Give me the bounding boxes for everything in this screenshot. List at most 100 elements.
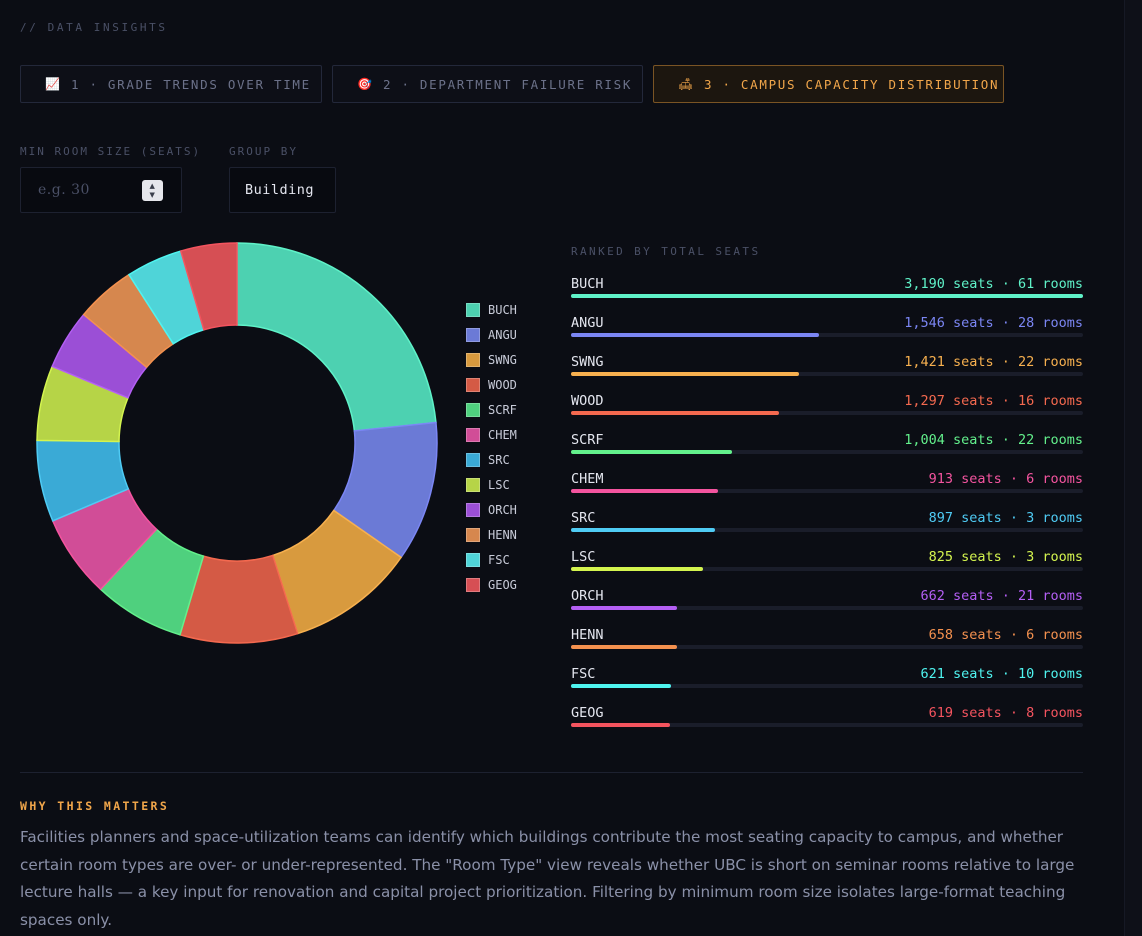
- group-by-select[interactable]: Building: [229, 167, 336, 213]
- legend-item-src[interactable]: SRC: [466, 447, 517, 472]
- legend-swatch: [466, 527, 480, 542]
- rank-row-angu: ANGU 1,546 seats · 28 rooms: [571, 315, 1083, 354]
- rank-value: 1,297 seats · 16 rooms: [904, 393, 1083, 409]
- rank-bar-orch: [571, 606, 678, 610]
- legend-item-chem[interactable]: CHEM: [466, 422, 517, 447]
- rank-row-geog: GEOG 619 seats · 8 rooms: [571, 705, 1083, 744]
- rank-name: GEOG: [571, 705, 604, 721]
- donut-slice-geog[interactable]: [179, 242, 238, 331]
- legend-item-wood[interactable]: WOOD: [466, 372, 517, 397]
- why-body: Facilities planners and space-utilizatio…: [20, 828, 1075, 929]
- tab-department-failure-risk[interactable]: 🎯 2 · DEPARTMENT FAILURE RISK: [332, 65, 643, 103]
- rank-bar-track: [571, 294, 1083, 298]
- rank-bar-src: [571, 528, 715, 532]
- stepper-down-icon[interactable]: ▼: [149, 190, 156, 199]
- rank-value: 621 seats · 10 rooms: [920, 666, 1083, 682]
- capacity-donut-chart: [36, 242, 438, 644]
- rank-value: 825 seats · 3 rooms: [928, 549, 1083, 565]
- legend-label: LSC: [488, 477, 510, 492]
- rank-bar-scrf: [571, 450, 733, 454]
- rank-row-src: SRC 897 seats · 3 rooms: [571, 510, 1083, 549]
- rank-row-orch: ORCH 662 seats · 21 rooms: [571, 588, 1083, 627]
- tab-grade-trends[interactable]: 📈 1 · GRADE TRENDS OVER TIME: [20, 65, 322, 103]
- why-title: WHY THIS MATTERS: [20, 799, 170, 813]
- legend-label: ORCH: [488, 502, 517, 517]
- rank-bar-track: [571, 333, 1083, 337]
- legend-item-orch[interactable]: ORCH: [466, 497, 517, 522]
- legend-label: SRC: [488, 452, 510, 467]
- rank-bar-swng: [571, 372, 800, 376]
- target-icon: 🎯: [357, 77, 374, 91]
- rank-bar-track: [571, 411, 1083, 415]
- rank-bar-fsc: [571, 684, 671, 688]
- rank-bar-henn: [571, 645, 677, 649]
- section-label: // DATA INSIGHTS: [20, 21, 168, 34]
- legend-item-scrf[interactable]: SCRF: [466, 397, 517, 422]
- rank-row-henn: HENN 658 seats · 6 rooms: [571, 627, 1083, 666]
- legend-item-angu[interactable]: ANGU: [466, 322, 517, 347]
- rank-bar-lsc: [571, 567, 704, 571]
- rank-name: WOOD: [571, 393, 604, 409]
- min-room-size-label: MIN ROOM SIZE (SEATS): [20, 145, 202, 158]
- rank-name: FSC: [571, 666, 596, 682]
- legend-item-fsc[interactable]: FSC: [466, 547, 517, 572]
- rank-name: HENN: [571, 627, 604, 643]
- rank-bar-wood: [571, 411, 780, 415]
- legend-label: FSC: [488, 552, 510, 567]
- rank-value: 662 seats · 21 rooms: [920, 588, 1083, 604]
- legend-label: SCRF: [488, 402, 517, 417]
- tab-label: 3 · CAMPUS CAPACITY DISTRIBUTION: [704, 76, 1000, 92]
- rank-bar-track: [571, 606, 1083, 610]
- rank-name: ANGU: [571, 315, 604, 331]
- number-stepper[interactable]: ▲ ▼: [142, 180, 163, 201]
- rank-bar-geog: [571, 723, 671, 727]
- legend-label: WOOD: [488, 377, 517, 392]
- rank-name: BUCH: [571, 276, 604, 292]
- ranked-title: RANKED BY TOTAL SEATS: [571, 245, 761, 258]
- legend-label: GEOG: [488, 577, 517, 592]
- rank-value: 913 seats · 6 rooms: [928, 471, 1083, 487]
- rank-bar-track: [571, 567, 1083, 571]
- tab-label: 2 · DEPARTMENT FAILURE RISK: [383, 76, 633, 92]
- legend-swatch: [466, 402, 480, 417]
- min-room-size-input[interactable]: e.g. 30 ▲ ▼: [20, 167, 182, 213]
- legend-item-swng[interactable]: SWNG: [466, 347, 517, 372]
- legend-swatch: [466, 502, 480, 517]
- legend-swatch: [466, 577, 480, 592]
- stepper-up-icon[interactable]: ▲: [149, 181, 156, 190]
- couch-icon: 🛋: [678, 77, 695, 91]
- legend-item-lsc[interactable]: LSC: [466, 472, 517, 497]
- legend-label: SWNG: [488, 352, 517, 367]
- rank-bar-track: [571, 645, 1083, 649]
- rank-bar-track: [571, 528, 1083, 532]
- tab-campus-capacity[interactable]: 🛋 3 · CAMPUS CAPACITY DISTRIBUTION: [653, 65, 1004, 103]
- legend-swatch: [466, 477, 480, 492]
- rank-value: 1,546 seats · 28 rooms: [904, 315, 1083, 331]
- rank-value: 3,190 seats · 61 rooms: [904, 276, 1083, 292]
- rank-value: 1,421 seats · 22 rooms: [904, 354, 1083, 370]
- rank-name: ORCH: [571, 588, 604, 604]
- legend-swatch: [466, 552, 480, 567]
- group-by-value: Building: [245, 182, 315, 198]
- rank-row-buch: BUCH 3,190 seats · 61 rooms: [571, 276, 1083, 315]
- rank-value: 619 seats · 8 rooms: [928, 705, 1083, 721]
- chart-trend-icon: 📈: [45, 77, 62, 91]
- scrollbar-track[interactable]: [1124, 0, 1142, 936]
- min-room-size-placeholder: e.g. 30: [38, 182, 90, 198]
- rank-bar-track: [571, 489, 1083, 493]
- rank-row-wood: WOOD 1,297 seats · 16 rooms: [571, 393, 1083, 432]
- legend-label: CHEM: [488, 427, 517, 442]
- rank-value: 897 seats · 3 rooms: [928, 510, 1083, 526]
- rank-bar-track: [571, 684, 1083, 688]
- legend-label: ANGU: [488, 327, 517, 342]
- legend-label: HENN: [488, 527, 517, 542]
- rank-row-lsc: LSC 825 seats · 3 rooms: [571, 549, 1083, 588]
- rank-name: LSC: [571, 549, 596, 565]
- rank-name: SRC: [571, 510, 596, 526]
- legend-item-henn[interactable]: HENN: [466, 522, 517, 547]
- legend-item-geog[interactable]: GEOG: [466, 572, 517, 597]
- legend-swatch: [466, 452, 480, 467]
- legend-item-buch[interactable]: BUCH: [466, 297, 517, 322]
- rank-bar-angu: [571, 333, 820, 337]
- donut-slice-buch[interactable]: [236, 242, 437, 432]
